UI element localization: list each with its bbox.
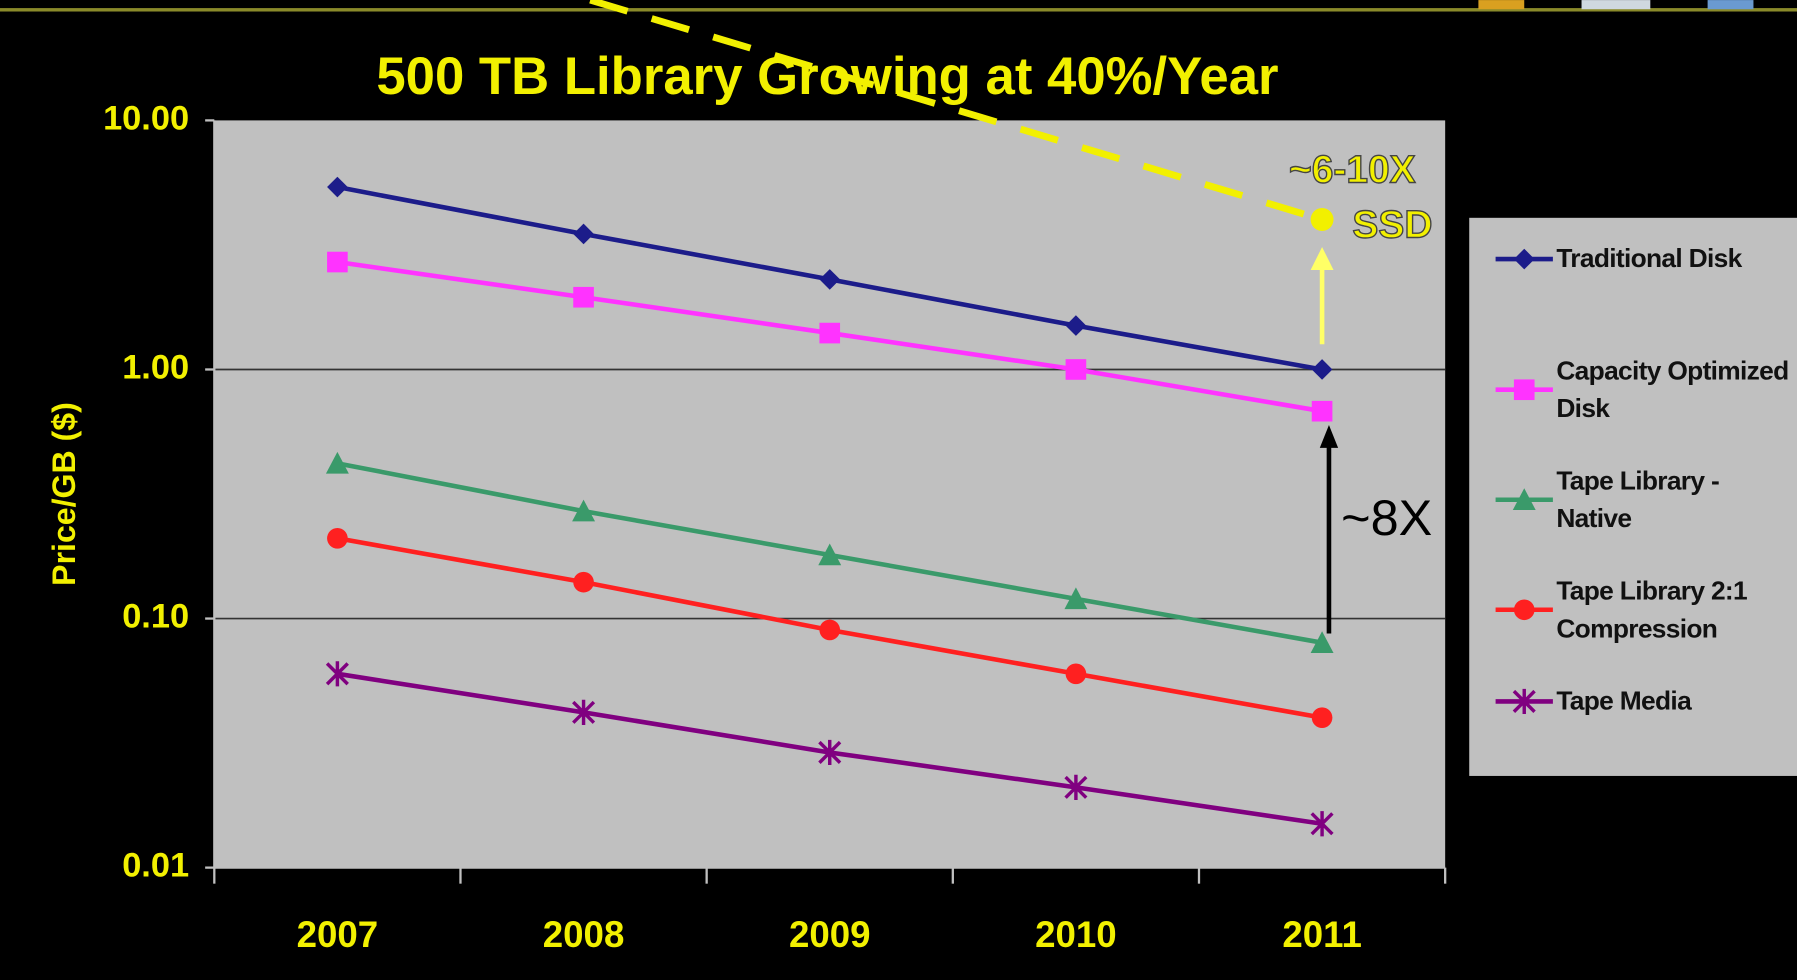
point — [573, 572, 594, 593]
legend-label: Capacity Optimized Disk — [1556, 344, 1791, 436]
annotation: SSD — [1352, 203, 1432, 246]
x-tick-label: 2007 — [297, 914, 379, 955]
page: 500 TB Library Growing at 40%/Year Price… — [0, 0, 1797, 980]
ssd-point — [1311, 208, 1334, 231]
point — [573, 287, 594, 308]
x-tick-label: 2011 — [1282, 914, 1362, 955]
x-tick-label: 2009 — [789, 914, 871, 955]
chart-title: 500 TB Library Growing at 40%/Year — [376, 47, 1278, 106]
point — [819, 620, 840, 641]
x-tick-label: 2008 — [543, 914, 625, 955]
legend-label-box: Tape Library - Native — [1556, 454, 1791, 546]
legend-label: Traditional Disk — [1556, 213, 1791, 305]
legend-label-box: Tape Library 2:1 Compression — [1556, 564, 1791, 656]
point — [327, 252, 348, 273]
annotation: ~8X — [1341, 489, 1432, 546]
chart: 500 TB Library Growing at 40%/Year Price… — [0, 0, 1797, 980]
legend-label: Tape Media — [1556, 656, 1791, 748]
point — [1312, 401, 1333, 422]
point — [1066, 663, 1087, 684]
y-axis-label: Price/GB ($) — [46, 402, 82, 586]
logo — [1478, 0, 1753, 9]
y-tick-label: 0.10 — [122, 598, 189, 636]
y-tick-label: 0.01 — [122, 847, 189, 885]
legend-label: Tape Library - Native — [1556, 454, 1791, 546]
top-rule — [0, 8, 1797, 11]
y-tick-label: 10.00 — [103, 99, 189, 137]
x-tick-label: 2010 — [1035, 914, 1117, 955]
legend-label-box: Tape Media — [1556, 656, 1791, 748]
point — [819, 323, 840, 344]
point — [1514, 599, 1535, 620]
point — [327, 528, 348, 549]
point — [1066, 359, 1087, 380]
y-tick-label: 1.00 — [122, 349, 189, 387]
legend-label: Tape Library 2:1 Compression — [1556, 564, 1791, 656]
annotation: ~6-10X — [1289, 148, 1416, 191]
legend-label-box: Traditional Disk — [1556, 213, 1791, 305]
legend-label-box: Capacity Optimized Disk — [1556, 344, 1791, 436]
point — [1312, 707, 1333, 728]
point — [1514, 379, 1535, 400]
